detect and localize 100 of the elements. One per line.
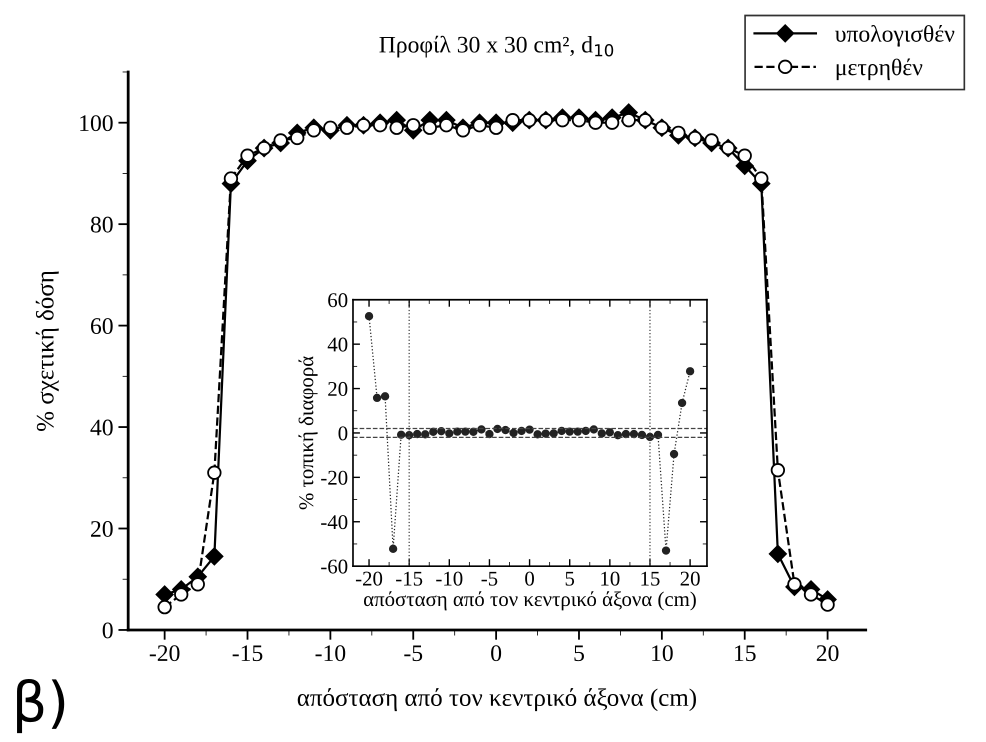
- point: [488, 120, 504, 135]
- point: [372, 118, 388, 132]
- point: [380, 392, 390, 400]
- y-tick-label: -40: [321, 515, 348, 530]
- x-tick-label: 15: [641, 572, 660, 586]
- point: [485, 430, 494, 438]
- point: [662, 546, 670, 555]
- point: [768, 544, 787, 563]
- point: [472, 118, 487, 132]
- point: [604, 116, 620, 130]
- point: [456, 123, 470, 138]
- point: [406, 118, 420, 132]
- point: [606, 428, 614, 436]
- point: [388, 544, 398, 553]
- x-axis-title: απόσταση από τον κεντρικό άξονα (cm): [298, 688, 696, 712]
- point: [190, 577, 205, 592]
- x-tick-label: -10: [436, 572, 462, 586]
- point: [224, 171, 238, 186]
- point: [549, 429, 558, 438]
- point: [738, 148, 752, 163]
- point: [205, 547, 224, 566]
- x-tick-label: 0: [491, 645, 502, 662]
- point: [290, 130, 304, 146]
- point: [240, 148, 255, 163]
- y-axis-title: % σχετική δόση: [36, 271, 59, 431]
- chart-title: Προφίλ 30 x 30 cm², d$_{10}$: [379, 36, 614, 58]
- point: [461, 427, 470, 436]
- x-tick-label: -20: [150, 645, 180, 662]
- point: [670, 450, 678, 458]
- y-tick-label: 20: [91, 520, 113, 537]
- point: [622, 430, 630, 438]
- point: [390, 120, 404, 135]
- x-tick-label: 20: [680, 572, 700, 586]
- y-tick-label: -20: [321, 470, 348, 485]
- point: [588, 116, 603, 130]
- y-tick-label: -60: [321, 560, 348, 574]
- x-tick-label: -5: [482, 572, 498, 586]
- point: [638, 430, 646, 440]
- point: [770, 463, 786, 478]
- point: [533, 430, 542, 438]
- point: [157, 600, 172, 614]
- point: [469, 428, 478, 436]
- point: [566, 427, 574, 436]
- point: [754, 171, 768, 186]
- y-tick-label: 0: [102, 622, 113, 638]
- x-tick-label: 15: [734, 645, 756, 662]
- point: [614, 431, 622, 440]
- point: [686, 367, 694, 376]
- point: [429, 428, 438, 436]
- point: [372, 394, 382, 402]
- point: [421, 430, 430, 438]
- x-tick-label: -15: [396, 572, 422, 586]
- legend-label: υπολογισθέν: [835, 24, 954, 47]
- point: [506, 113, 520, 128]
- point: [439, 118, 454, 132]
- point: [598, 429, 606, 438]
- x-tick-label: 5: [574, 645, 584, 662]
- point: [582, 426, 590, 436]
- x-tick-label: -5: [404, 645, 422, 662]
- y-tick-label: 40: [328, 338, 348, 352]
- y-tick-label: 60: [91, 318, 113, 334]
- point: [678, 398, 686, 408]
- point: [509, 428, 518, 438]
- x-tick-label: 10: [601, 572, 620, 586]
- x-tick-label: -15: [232, 645, 262, 662]
- point: [364, 312, 374, 320]
- point: [445, 429, 454, 438]
- point: [787, 577, 802, 592]
- point: [671, 126, 686, 140]
- point: [572, 113, 586, 128]
- x-axis-title: απόσταση από τον κεντρικό άξονα (cm): [364, 591, 696, 610]
- point: [804, 587, 818, 602]
- point: [396, 430, 406, 439]
- point: [622, 113, 636, 128]
- point: [654, 430, 662, 440]
- point: [574, 427, 582, 436]
- x-tick-label: -20: [356, 572, 382, 586]
- x-tick-label: 20: [816, 645, 838, 662]
- y-tick-label: 20: [328, 382, 348, 396]
- point: [422, 120, 437, 135]
- y-tick-label: 60: [328, 293, 348, 308]
- point: [630, 430, 638, 438]
- point: [820, 597, 835, 612]
- point: [704, 133, 719, 148]
- point: [207, 466, 222, 480]
- x-tick-label: 5: [566, 572, 574, 586]
- y-tick-label: 0: [338, 426, 348, 440]
- y-tick-label: 40: [90, 420, 113, 436]
- text: β): [17, 678, 64, 734]
- point: [306, 123, 321, 138]
- point: [541, 429, 550, 438]
- y-axis-title: % τοπική διαφορά: [298, 356, 318, 510]
- x-tick-label: -10: [316, 645, 346, 662]
- x-tick-label: 10: [652, 645, 673, 662]
- y-tick-label: 80: [90, 216, 113, 233]
- point: [453, 427, 462, 436]
- y-tick-label: 100: [80, 115, 113, 132]
- legend-label: μετρηθέν: [836, 58, 922, 80]
- point: [555, 113, 570, 128]
- point: [323, 120, 338, 135]
